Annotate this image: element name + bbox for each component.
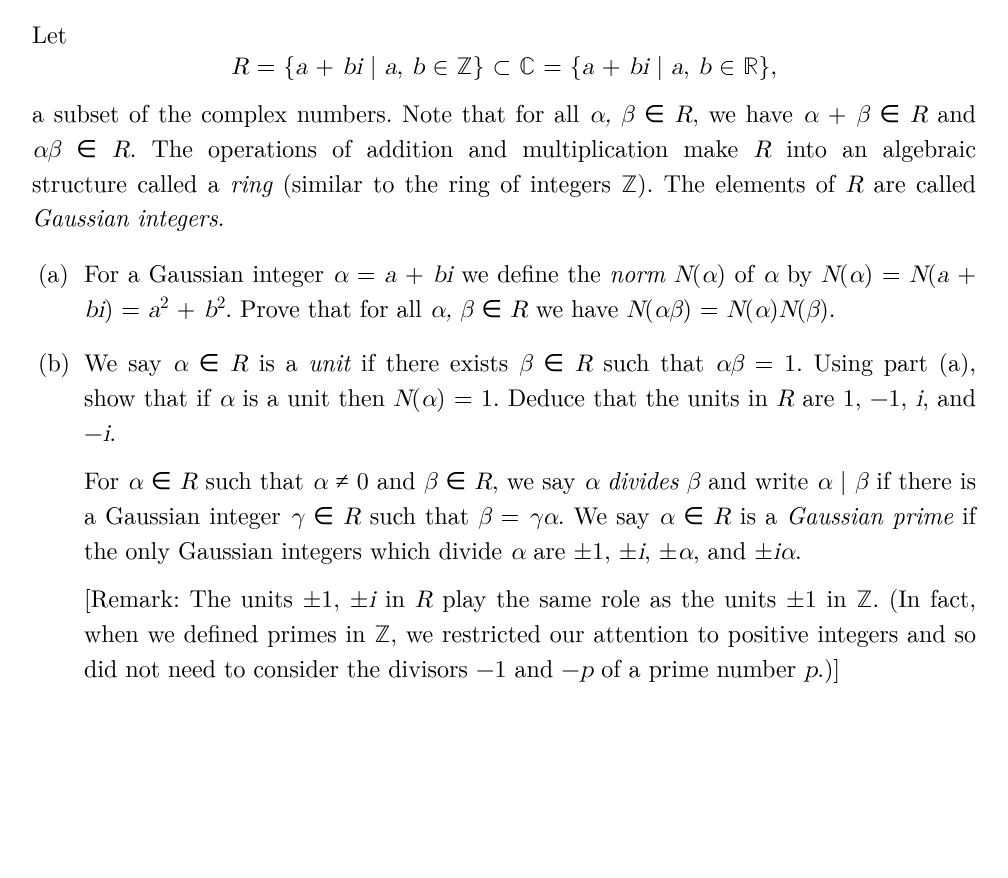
item-b-body: We say α ∈ R is a unit if there exists β… (84, 346, 976, 686)
item-a-para-1: For a Gaussian integer α = a + bi we def… (84, 257, 976, 326)
item-b: (b) We say α ∈ R is a unit if there exis… (32, 346, 976, 686)
item-a: (a) For a Gaussian integer α = a + bi we… (32, 257, 976, 326)
page: Let R = {a + bi | a, b ∈ ℤ} ⊂ ℂ = {a + b… (0, 0, 1008, 878)
item-b-label: (b) (32, 346, 84, 686)
item-a-label: (a) (32, 257, 84, 326)
item-b-para-2: For α ∈ R such that α ≠ 0 and β ∈ R, we … (84, 464, 976, 568)
intro-paragraph: a subset of the complex numbers. Note th… (32, 97, 976, 233)
display-equation: R = {a + bi | a, b ∈ ℤ} ⊂ ℂ = {a + bi | … (32, 52, 976, 84)
item-a-body: For a Gaussian integer α = a + bi we def… (84, 257, 976, 326)
intro-let: Let (32, 18, 976, 50)
item-b-para-3: [Remark: The units ±1, ±i in R play the … (84, 582, 976, 686)
item-b-para-1: We say α ∈ R is a unit if there exists β… (84, 346, 976, 450)
